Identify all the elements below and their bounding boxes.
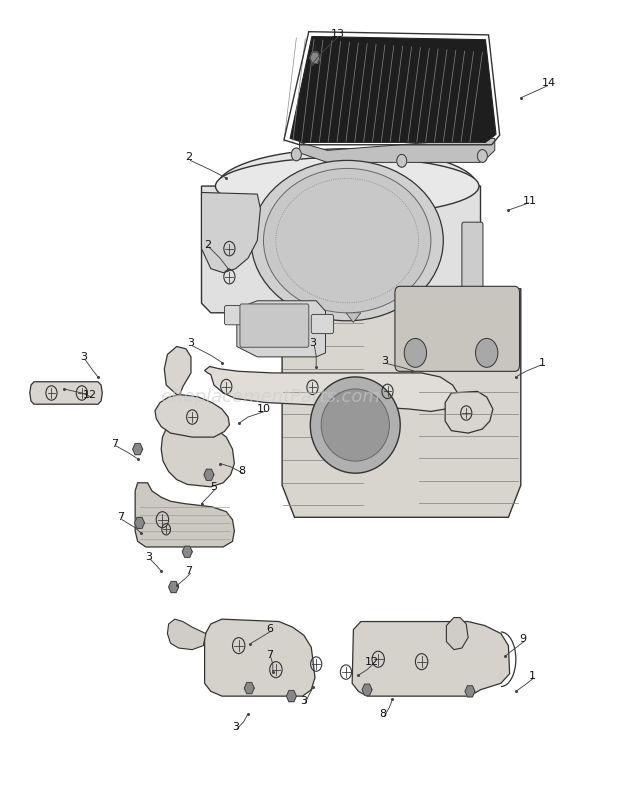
Polygon shape	[352, 622, 510, 696]
Ellipse shape	[264, 168, 431, 313]
Polygon shape	[161, 425, 234, 487]
Text: 2: 2	[185, 152, 193, 162]
Polygon shape	[205, 619, 315, 696]
Text: 7: 7	[117, 512, 125, 522]
Text: eReplacementParts.com: eReplacementParts.com	[160, 388, 379, 406]
Text: 3: 3	[309, 338, 317, 348]
Ellipse shape	[311, 377, 401, 473]
Circle shape	[397, 154, 407, 168]
Polygon shape	[282, 289, 521, 517]
FancyBboxPatch shape	[395, 286, 520, 371]
Text: 8: 8	[379, 709, 387, 719]
Polygon shape	[133, 444, 143, 455]
Circle shape	[477, 149, 487, 163]
Circle shape	[291, 148, 301, 161]
Text: 6: 6	[266, 624, 273, 634]
Polygon shape	[182, 546, 192, 557]
Polygon shape	[237, 301, 326, 357]
Text: 2: 2	[204, 240, 211, 249]
Text: 1: 1	[528, 671, 536, 681]
Text: 3: 3	[381, 356, 388, 366]
Polygon shape	[286, 691, 296, 702]
Polygon shape	[167, 619, 206, 650]
Polygon shape	[427, 313, 441, 322]
Text: 5: 5	[210, 482, 218, 492]
Ellipse shape	[216, 157, 479, 215]
Text: 13: 13	[331, 29, 345, 38]
Text: 7: 7	[111, 439, 118, 448]
Polygon shape	[290, 313, 305, 322]
Polygon shape	[299, 139, 495, 162]
Polygon shape	[202, 186, 480, 313]
FancyBboxPatch shape	[454, 302, 476, 322]
Circle shape	[404, 338, 427, 367]
Ellipse shape	[321, 389, 389, 461]
Text: 3: 3	[300, 696, 308, 706]
Polygon shape	[135, 517, 144, 529]
Polygon shape	[30, 382, 102, 404]
FancyBboxPatch shape	[311, 314, 334, 334]
Polygon shape	[310, 52, 320, 63]
Polygon shape	[169, 581, 179, 593]
Polygon shape	[465, 686, 475, 697]
FancyBboxPatch shape	[240, 304, 309, 347]
Text: 3: 3	[232, 722, 239, 731]
Text: 3: 3	[80, 352, 87, 362]
Polygon shape	[205, 367, 458, 411]
Polygon shape	[164, 346, 191, 395]
Text: 12: 12	[83, 390, 97, 399]
Polygon shape	[362, 684, 372, 695]
Text: 3: 3	[145, 552, 153, 561]
Polygon shape	[135, 483, 234, 547]
Text: 9: 9	[519, 634, 526, 644]
FancyBboxPatch shape	[410, 308, 433, 327]
Ellipse shape	[217, 149, 477, 225]
Polygon shape	[241, 313, 255, 322]
Circle shape	[476, 338, 498, 367]
Text: 3: 3	[187, 338, 195, 348]
Text: 1: 1	[539, 358, 546, 367]
Polygon shape	[396, 313, 410, 322]
Polygon shape	[346, 313, 361, 322]
Polygon shape	[204, 469, 214, 480]
Text: 7: 7	[266, 650, 273, 660]
Polygon shape	[445, 391, 493, 433]
Polygon shape	[290, 36, 496, 143]
FancyBboxPatch shape	[462, 222, 483, 307]
Ellipse shape	[251, 160, 443, 321]
FancyBboxPatch shape	[224, 306, 247, 325]
Polygon shape	[155, 395, 229, 437]
Polygon shape	[244, 683, 254, 694]
Text: 14: 14	[542, 79, 556, 88]
Text: 12: 12	[365, 657, 379, 666]
Text: 8: 8	[238, 466, 246, 476]
Text: 7: 7	[185, 566, 193, 576]
Polygon shape	[202, 192, 260, 273]
Text: 11: 11	[523, 196, 537, 205]
Polygon shape	[446, 618, 468, 650]
Text: 10: 10	[257, 404, 270, 414]
